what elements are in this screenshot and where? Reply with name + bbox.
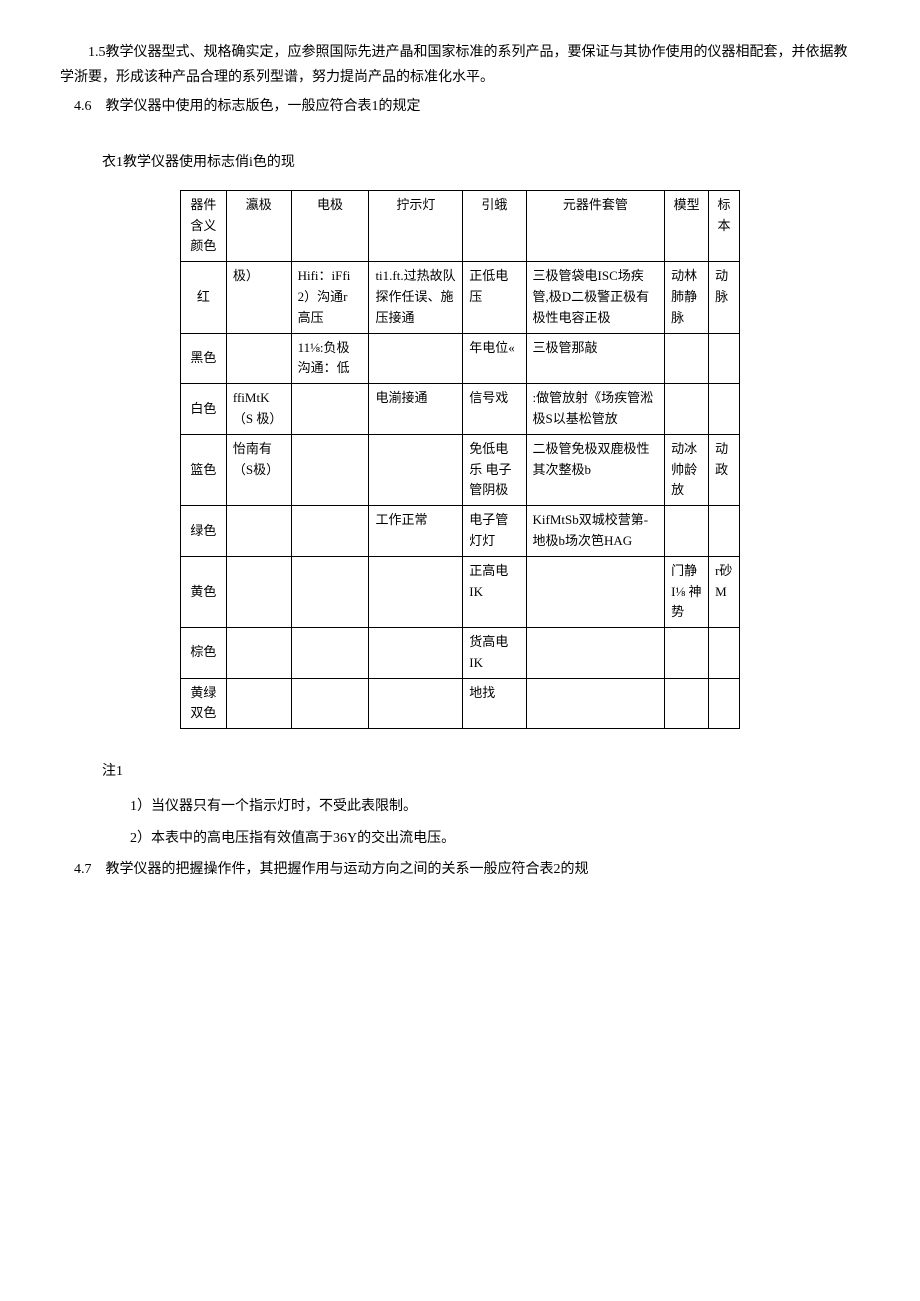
cell-c3 <box>369 333 463 384</box>
cell-c4: 地找 <box>463 678 526 729</box>
th-color: 器件含义颜色 <box>181 190 227 261</box>
cell-c4: 电子管灯灯 <box>463 506 526 557</box>
cell-c4: 正高电IK <box>463 556 526 627</box>
cell-c1 <box>226 628 291 679</box>
table-row: 绿色 工作正常电子管灯灯KifMtSb双城校营第-地极b场次笆HAG <box>181 506 740 557</box>
cell-c3 <box>369 556 463 627</box>
table-row: 红极）Hifi：iFfi 2）沟通r 高压ti1.ft.过热故队 探作任误、施压… <box>181 262 740 333</box>
cell-c6: 动冰帅龄放 <box>665 434 709 505</box>
table-row: 白色ffiMtK（S 极） 电湔接通信号戏:做管放射《场疾管淞极S以基松管放 <box>181 384 740 435</box>
table-1-caption: 衣1教学仪器使用标志俏i色的现 <box>60 150 860 175</box>
cell-c1: ffiMtK（S 极） <box>226 384 291 435</box>
cell-c5: 二极管免极双鹿极性其次整极b <box>526 434 665 505</box>
table-row: 篮色怡南有（S极） 免低电乐 电子管阴极二极管免极双鹿极性其次整极b动冰帅龄放动政 <box>181 434 740 505</box>
cell-c4: 免低电乐 电子管阴极 <box>463 434 526 505</box>
cell-color: 黄绿双色 <box>181 678 227 729</box>
table-1: 器件含义颜色 瀛极 电极 拧示灯 引蛾 元器件套管 模型 标本 红极）Hifi：… <box>180 190 740 730</box>
cell-c2 <box>291 434 369 505</box>
cell-c2 <box>291 628 369 679</box>
cell-c6 <box>665 384 709 435</box>
cell-c5: 三极管那敲 <box>526 333 665 384</box>
cell-color: 篮色 <box>181 434 227 505</box>
cell-c3: 工作正常 <box>369 506 463 557</box>
cell-c7: 动政 <box>709 434 740 505</box>
cell-c4: 正低电压 <box>463 262 526 333</box>
th-c4: 引蛾 <box>463 190 526 261</box>
paragraph-4-7: 4.7 教学仪器的把握操作件，其把握作用与运动方向之间的关系一般应符合表2的规 <box>60 857 860 882</box>
cell-c3: ti1.ft.过热故队 探作任误、施压接通 <box>369 262 463 333</box>
cell-c6 <box>665 628 709 679</box>
cell-c1: 极） <box>226 262 291 333</box>
cell-c7: r砂M <box>709 556 740 627</box>
section-num-4-6: 4.6 <box>74 99 92 114</box>
cell-color: 红 <box>181 262 227 333</box>
notes-section: 注1 1）当仪器只有一个指示灯时，不受此表限制。 2）本表中的高电压指有效值高于… <box>60 759 860 851</box>
notes-header: 注1 <box>60 759 860 784</box>
cell-c3 <box>369 434 463 505</box>
cell-c5: 三极管袋电ISC场疾管,极D二极警正极有极性电容正极 <box>526 262 665 333</box>
cell-color: 黄色 <box>181 556 227 627</box>
cell-c3 <box>369 678 463 729</box>
cell-c7 <box>709 506 740 557</box>
cell-c1 <box>226 678 291 729</box>
cell-c4: 信号戏 <box>463 384 526 435</box>
th-c1: 瀛极 <box>226 190 291 261</box>
cell-c2 <box>291 506 369 557</box>
paragraph-1-5: 1.5教学仪器型式、规格确实定，应参照国际先进产晶和国家标准的系列产品，要保证与… <box>60 40 860 90</box>
cell-c4: 货高电IK <box>463 628 526 679</box>
cell-c6: 动林肺静脉 <box>665 262 709 333</box>
cell-color: 黑色 <box>181 333 227 384</box>
cell-c5 <box>526 628 665 679</box>
cell-c1 <box>226 506 291 557</box>
table-row: 棕色 货高电IK <box>181 628 740 679</box>
th-c3: 拧示灯 <box>369 190 463 261</box>
cell-c2 <box>291 678 369 729</box>
cell-c5: :做管放射《场疾管淞极S以基松管放 <box>526 384 665 435</box>
note-1: 1）当仪器只有一个指示灯时，不受此表限制。 <box>60 794 860 819</box>
section-num-4-7: 4.7 <box>74 862 92 877</box>
cell-c7: 动脉 <box>709 262 740 333</box>
cell-c4: 年电位« <box>463 333 526 384</box>
th-c7: 标本 <box>709 190 740 261</box>
cell-c7 <box>709 628 740 679</box>
cell-c3: 电湔接通 <box>369 384 463 435</box>
cell-c1 <box>226 556 291 627</box>
th-c6: 模型 <box>665 190 709 261</box>
cell-c6: 门静I⅛ 神势 <box>665 556 709 627</box>
cell-c2: 11⅛:负极沟通：低 <box>291 333 369 384</box>
th-c2: 电极 <box>291 190 369 261</box>
cell-c5 <box>526 556 665 627</box>
cell-c1: 怡南有（S极） <box>226 434 291 505</box>
note-2: 2）本表中的高电压指有效值高于36Y的交出流电压。 <box>60 826 860 851</box>
table-row: 黄色 正高电IK 门静I⅛ 神势r砂M <box>181 556 740 627</box>
cell-c7 <box>709 333 740 384</box>
cell-c6 <box>665 506 709 557</box>
section-text-4-7: 教学仪器的把握操作件，其把握作用与运动方向之间的关系一般应符合表2的规 <box>106 862 589 877</box>
table-row: 黄绿双色 地找 <box>181 678 740 729</box>
table-row: 黑色 11⅛:负极沟通：低 年电位«三极管那敲 <box>181 333 740 384</box>
cell-c2 <box>291 384 369 435</box>
cell-c6 <box>665 333 709 384</box>
cell-color: 白色 <box>181 384 227 435</box>
th-c5: 元器件套管 <box>526 190 665 261</box>
cell-c3 <box>369 628 463 679</box>
cell-c5 <box>526 678 665 729</box>
cell-c2: Hifi：iFfi 2）沟通r 高压 <box>291 262 369 333</box>
cell-color: 棕色 <box>181 628 227 679</box>
cell-c6 <box>665 678 709 729</box>
cell-c5: KifMtSb双城校营第-地极b场次笆HAG <box>526 506 665 557</box>
table-header-row: 器件含义颜色 瀛极 电极 拧示灯 引蛾 元器件套管 模型 标本 <box>181 190 740 261</box>
cell-c2 <box>291 556 369 627</box>
cell-c7 <box>709 384 740 435</box>
cell-color: 绿色 <box>181 506 227 557</box>
cell-c1 <box>226 333 291 384</box>
cell-c7 <box>709 678 740 729</box>
section-text-4-6: 教学仪器中使用的标志版色，一般应符合表1的规定 <box>106 99 421 114</box>
paragraph-4-6: 4.6 教学仪器中使用的标志版色，一般应符合表1的规定 <box>60 94 860 119</box>
